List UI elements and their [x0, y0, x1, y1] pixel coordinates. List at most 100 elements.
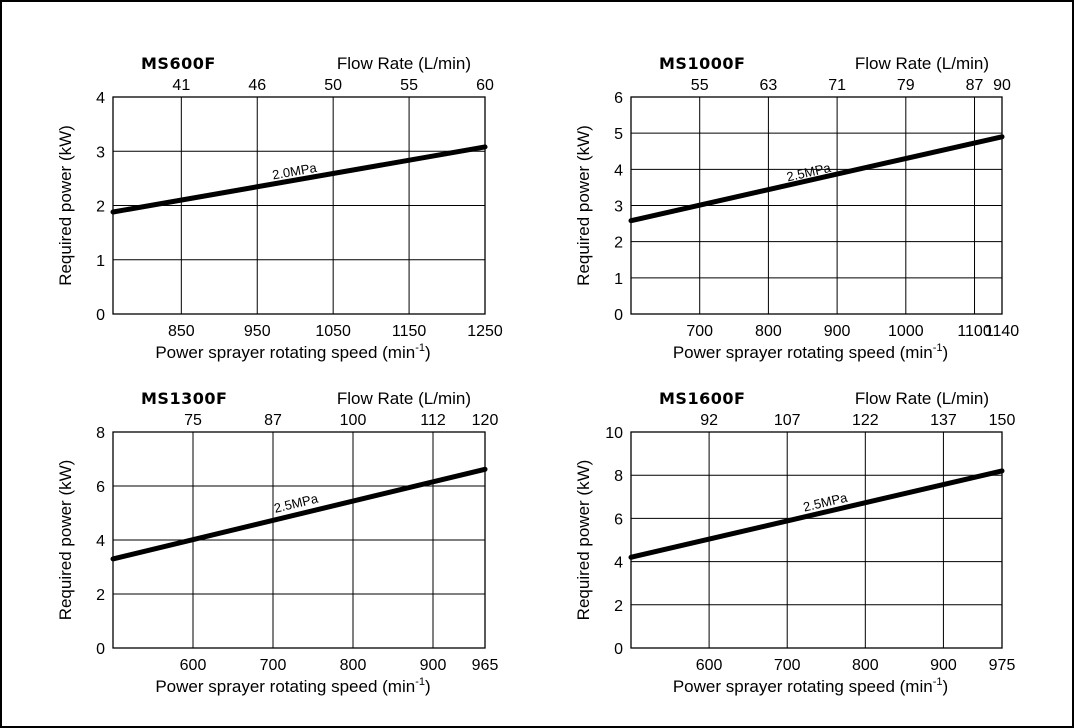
y-tick-label: 4 [614, 162, 623, 179]
y-tick-label: 6 [614, 90, 623, 107]
series-line [628, 134, 1005, 224]
chart-panel-1: 0 1 2 3 4 850 950 1050 1150 1250 41 46 50 55 60 MS600F F… [56, 54, 503, 362]
x-tick-label: 1250 [467, 323, 503, 340]
y-tick-label: 2 [96, 587, 105, 604]
model-name: MS1000F [659, 54, 745, 73]
y-tick-label: 0 [614, 641, 623, 658]
chart-panel-4: 0 2 4 6 8 10 600 700 800 900 975 92 107 122 137 150 MS16… [574, 389, 1015, 696]
y-tick-label: 4 [96, 533, 105, 550]
x-axis-label-close: ) [425, 677, 431, 696]
y-tick-label: 2 [96, 199, 105, 216]
top-tick-label: 60 [476, 77, 494, 94]
x-tick-label: 800 [852, 657, 879, 674]
top-tick-label: 137 [930, 412, 957, 429]
x-axis-label-close: ) [942, 677, 948, 696]
x-axis-label: Power sprayer rotating speed (min-1) [673, 676, 948, 696]
top-axis-label: Flow Rate (L/min) [337, 54, 471, 73]
top-tick-label: 120 [472, 412, 499, 429]
x-tick-label: 900 [420, 657, 447, 674]
x-axis-label-sup: -1 [933, 676, 943, 688]
x-axis-label-main: Power sprayer rotating speed (min [155, 677, 415, 696]
top-tick-label: 92 [700, 412, 718, 429]
x-axis-label: Power sprayer rotating speed (min-1) [155, 342, 430, 362]
top-tick-label: 50 [324, 77, 342, 94]
y-tick-label: 1 [96, 253, 105, 270]
x-tick-label: 1000 [888, 323, 924, 340]
x-tick-label: 700 [774, 657, 801, 674]
top-tick-label: 107 [774, 412, 801, 429]
top-axis-label: Flow Rate (L/min) [337, 389, 471, 408]
y-axis-label: Required power (kW) [574, 125, 593, 286]
x-axis-label-close: ) [942, 343, 948, 362]
top-tick-label: 87 [264, 412, 282, 429]
model-name: MS1600F [659, 389, 745, 408]
series-line [110, 466, 488, 562]
chart-panel-3: 0 2 4 6 8 600 700 800 900 965 75 87 100 112 120 MS1300F… [56, 389, 498, 696]
x-axis-label-main: Power sprayer rotating speed (min [673, 343, 933, 362]
y-tick-label: 6 [96, 479, 105, 496]
x-tick-label: 900 [930, 657, 957, 674]
plot-area [630, 431, 1003, 649]
y-tick-label: 4 [614, 555, 623, 572]
y-tick-label: 1 [614, 271, 623, 288]
y-tick-label: 3 [96, 144, 105, 161]
x-tick-label: 1100 [957, 323, 992, 340]
top-tick-label: 90 [993, 77, 1011, 94]
y-tick-label: 8 [96, 425, 105, 442]
top-tick-label: 71 [828, 77, 846, 94]
y-tick-label: 10 [605, 425, 623, 442]
top-axis-label: Flow Rate (L/min) [855, 54, 989, 73]
y-tick-label: 0 [96, 641, 105, 658]
top-tick-label: 122 [852, 412, 879, 429]
y-tick-label: 2 [614, 235, 623, 252]
x-axis-label-main: Power sprayer rotating speed (min [155, 343, 415, 362]
top-tick-label: 63 [760, 77, 778, 94]
x-axis-label-close: ) [425, 343, 431, 362]
top-tick-label: 87 [966, 77, 984, 94]
y-tick-label: 2 [614, 598, 623, 615]
x-tick-label: 965 [472, 657, 499, 674]
top-tick-label: 55 [400, 77, 418, 94]
y-tick-label: 3 [614, 199, 623, 216]
x-tick-label: 1150 [392, 323, 427, 340]
y-axis-label: Required power (kW) [574, 460, 593, 621]
top-tick-label: 112 [420, 412, 446, 429]
x-tick-label: 700 [686, 323, 713, 340]
y-axis-label: Required power (kW) [56, 460, 75, 621]
y-tick-label: 8 [614, 468, 623, 485]
plot-area [112, 431, 486, 649]
y-tick-label: 6 [614, 511, 623, 528]
model-name: MS600F [141, 54, 216, 73]
top-tick-label: 79 [897, 77, 915, 94]
x-axis-label-sup: -1 [415, 342, 425, 354]
top-tick-label: 46 [248, 77, 266, 94]
top-tick-label: 100 [340, 412, 367, 429]
x-tick-label: 950 [244, 323, 271, 340]
top-tick-label: 55 [691, 77, 709, 94]
x-tick-label: 1140 [985, 323, 1020, 340]
top-tick-label: 41 [172, 77, 190, 94]
x-tick-label: 850 [168, 323, 195, 340]
x-axis-label: Power sprayer rotating speed (min-1) [155, 676, 430, 696]
plot-area [112, 96, 486, 315]
model-name: MS1300F [141, 389, 227, 408]
x-tick-label: 700 [260, 657, 287, 674]
x-tick-label: 600 [696, 657, 723, 674]
y-tick-label: 4 [96, 90, 105, 107]
y-tick-label: 5 [614, 126, 623, 143]
series-line [110, 144, 488, 215]
series-line [628, 468, 1005, 560]
y-tick-label: 0 [614, 307, 623, 324]
x-tick-label: 800 [755, 323, 782, 340]
top-tick-label: 75 [184, 412, 202, 429]
top-tick-label: 150 [989, 412, 1016, 429]
x-axis-label: Power sprayer rotating speed (min-1) [673, 342, 948, 362]
x-tick-label: 600 [180, 657, 207, 674]
y-tick-label: 0 [96, 307, 105, 324]
x-axis-label-sup: -1 [933, 342, 943, 354]
y-axis-label: Required power (kW) [56, 125, 75, 286]
x-axis-label-sup: -1 [415, 676, 425, 688]
